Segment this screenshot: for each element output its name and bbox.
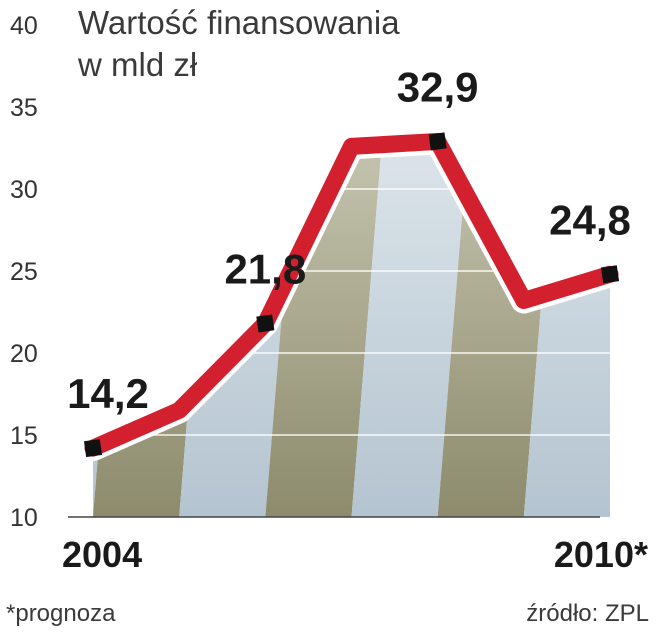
data-label: 21,8 [224,245,306,292]
x-tick-label: 2004 [62,534,142,575]
y-tick-label: 15 [10,422,38,450]
y-tick-label: 20 [10,340,38,368]
data-point-marker [428,132,447,151]
y-tick-label: 25 [10,258,38,286]
data-point-marker [256,314,275,333]
source-note: źródło: ZPL [526,600,649,627]
data-point-marker [83,439,103,458]
chart-title-line2: w mld zł [78,46,198,83]
footnote: *prognoza [6,600,116,627]
chart-title-line1: Wartość finansowania [78,4,400,41]
data-label: 24,8 [549,196,631,243]
y-tick-label: 35 [10,94,38,122]
data-point-marker [600,265,620,284]
data-label: 32,9 [397,63,479,110]
series-line [84,132,619,457]
x-tick-label: 2010* [554,534,648,575]
y-tick-label: 30 [10,176,38,204]
data-label: 14,2 [67,370,149,417]
y-tick-label: 10 [10,504,38,532]
y-tick-label: 40 [10,12,38,40]
